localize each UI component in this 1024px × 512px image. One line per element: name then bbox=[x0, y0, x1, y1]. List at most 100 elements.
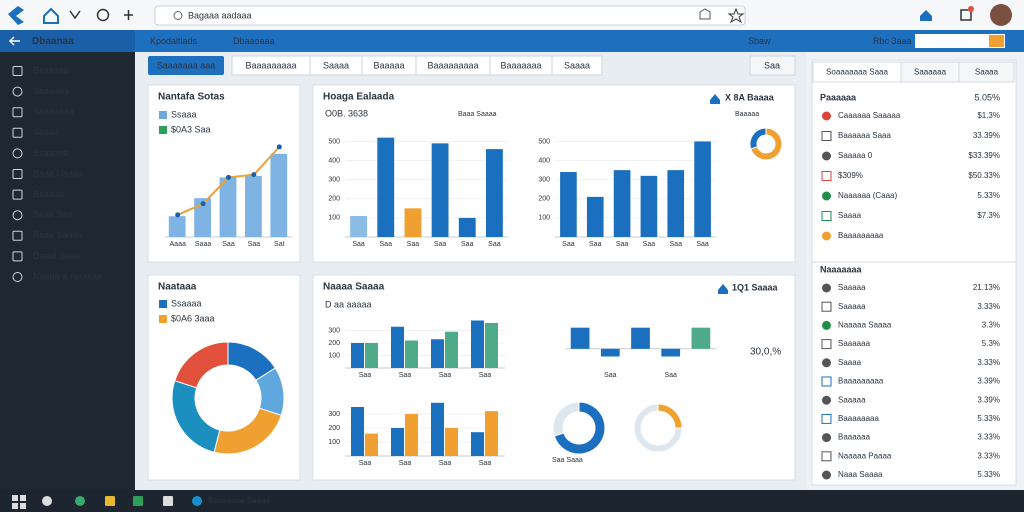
bar bbox=[570, 327, 590, 349]
y-tick-label: 200 bbox=[328, 196, 340, 203]
row-value: 5.33% bbox=[977, 191, 1000, 200]
row-label[interactable]: $309% bbox=[838, 171, 863, 180]
bar bbox=[458, 217, 476, 237]
sidebar-item[interactable]: Baaa Saaaa bbox=[33, 230, 83, 240]
bar bbox=[694, 141, 711, 237]
header-link[interactable]: Rbc 3aaa bbox=[873, 36, 912, 46]
sidebar-icon bbox=[12, 210, 23, 221]
row-label[interactable]: Caaaaaa Saaaaa bbox=[838, 111, 901, 120]
sidebar-item[interactable]: Naaaa & Naaaaa bbox=[33, 271, 102, 281]
row-icon bbox=[821, 131, 832, 141]
bar bbox=[404, 208, 422, 237]
row-label[interactable]: Saaaaa bbox=[838, 395, 866, 404]
donut-slice bbox=[553, 401, 606, 455]
star-icon[interactable] bbox=[727, 7, 745, 24]
row-icon bbox=[821, 339, 832, 350]
row-label[interactable]: Baaaaaaaaa bbox=[838, 231, 884, 240]
dropdown-icon[interactable] bbox=[69, 10, 81, 20]
row-label[interactable]: Naaaaa Paaaa bbox=[838, 451, 892, 460]
reader-icon[interactable] bbox=[699, 8, 711, 20]
bar bbox=[471, 432, 484, 456]
nav-link[interactable]: Kpodaltlads bbox=[150, 36, 198, 46]
row-label[interactable]: Baaaaaa Saaa bbox=[838, 131, 891, 140]
address-text: Bagaaa aadaaa bbox=[188, 10, 252, 20]
row-label[interactable]: Saaaaa 0 bbox=[838, 151, 873, 160]
sidebar-item[interactable]: Saaaa bbox=[33, 127, 59, 137]
row-value: $33.39% bbox=[968, 151, 1000, 160]
x-tick-label: Saa bbox=[434, 241, 447, 248]
tab-label: Baaaaa bbox=[373, 60, 404, 70]
row-label[interactable]: Saaaa bbox=[838, 211, 862, 220]
bar bbox=[431, 143, 449, 237]
address-bar[interactable] bbox=[154, 5, 746, 26]
x-tick-label: Saa bbox=[589, 241, 602, 248]
primary-button[interactable] bbox=[148, 56, 224, 75]
app-header bbox=[0, 30, 1024, 52]
sidebar-item[interactable]: Saaa Saa bbox=[33, 210, 73, 220]
legend-label: $0A6 3aaa bbox=[171, 313, 215, 323]
y-tick-label: 400 bbox=[538, 157, 550, 164]
row-label[interactable]: Saaaaa bbox=[838, 302, 866, 311]
add-icon[interactable] bbox=[124, 10, 133, 20]
taskbar-icon[interactable] bbox=[75, 496, 85, 506]
home-button[interactable] bbox=[920, 10, 932, 21]
taskbar-icon[interactable] bbox=[163, 496, 173, 506]
sidebar-icon bbox=[12, 127, 23, 138]
sidebar-item[interactable]: Daaal Saaa bbox=[33, 251, 80, 261]
sidebar-item[interactable]: Saaaaaa bbox=[33, 86, 69, 96]
home-icon[interactable] bbox=[43, 7, 59, 24]
search-button[interactable] bbox=[989, 35, 1004, 47]
sidebar-item[interactable]: Baaa Uaaaa bbox=[33, 168, 83, 178]
x-tick-label: Saa bbox=[604, 372, 617, 379]
start-icon[interactable] bbox=[12, 495, 26, 509]
history-icon[interactable] bbox=[96, 8, 110, 22]
sidebar-item[interactable]: Bsaaaaa bbox=[33, 65, 69, 75]
app-icon[interactable] bbox=[192, 496, 202, 506]
row-label[interactable]: Naaa Saaaa bbox=[838, 470, 883, 479]
ext-icon[interactable] bbox=[960, 9, 972, 21]
taskbar-app[interactable]: Baaaaaaa Saaaa bbox=[208, 496, 270, 505]
header-link[interactable]: Sbaw bbox=[748, 36, 771, 46]
back-icon[interactable] bbox=[8, 36, 20, 46]
row-label[interactable]: Saaaaa bbox=[838, 283, 866, 292]
row-icon bbox=[821, 301, 832, 312]
row-label[interactable]: Baaaaaaaa bbox=[838, 414, 879, 423]
bar bbox=[485, 411, 498, 456]
row-label[interactable]: Naaaaa Saaaa bbox=[838, 321, 892, 330]
tab[interactable] bbox=[551, 55, 603, 76]
taskbar-icon[interactable] bbox=[42, 496, 52, 506]
row-icon bbox=[821, 171, 832, 181]
x-tick-label: Saa bbox=[399, 372, 412, 379]
taskbar-icon[interactable] bbox=[105, 496, 115, 506]
card-subtitle: D aa aaaaa bbox=[325, 299, 372, 309]
legend-label: Ssaaa bbox=[171, 109, 197, 119]
row-label[interactable]: Saaaaaa bbox=[838, 339, 871, 348]
bar bbox=[631, 327, 650, 349]
sidebar-item[interactable]: Saaaaaaa bbox=[33, 107, 74, 117]
row-icon bbox=[822, 320, 831, 330]
line-point bbox=[175, 212, 181, 218]
donut-label: Baaaaa bbox=[735, 111, 759, 118]
card-note: Baaa Saaaa bbox=[458, 111, 497, 118]
sidebar-item[interactable]: Bsaaaaa bbox=[33, 148, 69, 158]
content: Bsaaaaa Saaaaaa Saaaaaaa Saaaa Bsaaaaa Baaa U… bbox=[12, 55, 1016, 509]
search-box[interactable] bbox=[915, 34, 1005, 48]
panel-tab[interactable] bbox=[958, 61, 1015, 83]
x-tick-label: Saa bbox=[616, 241, 629, 248]
taskbar-icon[interactable] bbox=[133, 496, 143, 506]
tool-button[interactable] bbox=[749, 55, 796, 76]
nav-link[interactable]: Dbaaoaaa bbox=[233, 36, 275, 46]
side-panel bbox=[811, 59, 1017, 486]
row-icon bbox=[822, 111, 831, 121]
avatar[interactable] bbox=[990, 4, 1012, 26]
row-label[interactable]: Baaaaaaaaa bbox=[838, 377, 884, 386]
bar bbox=[270, 153, 288, 237]
row-label[interactable]: Naaaaaa (Caaa) bbox=[838, 191, 897, 200]
badge-icon bbox=[718, 284, 728, 294]
row-icon bbox=[822, 191, 831, 201]
row-label[interactable]: Saaaa bbox=[838, 358, 862, 367]
row-label[interactable]: Baaaaaa bbox=[838, 433, 871, 442]
button-label: Saaaaaaa aaa bbox=[157, 60, 216, 70]
sidebar-item[interactable]: Baaaaa bbox=[33, 189, 64, 199]
